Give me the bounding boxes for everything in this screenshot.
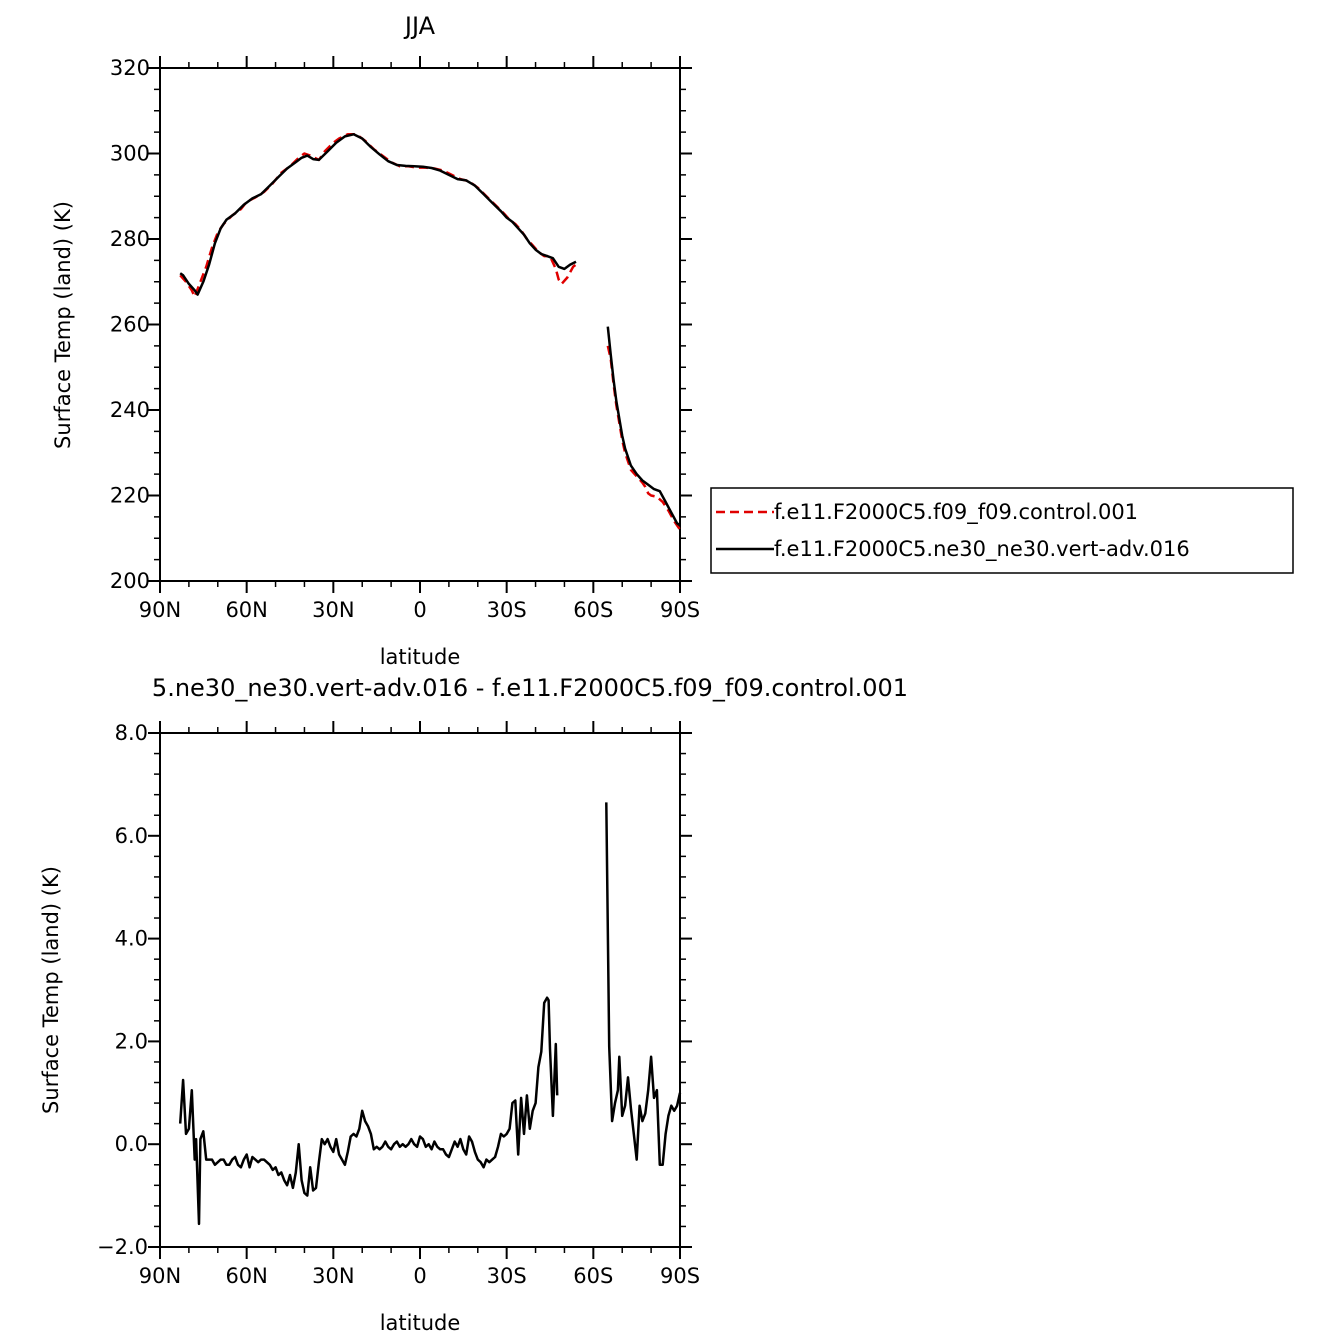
legend: f.e11.F2000C5.f09_f09.control.001 f.e11.… [710, 487, 1294, 574]
bottom-y-tick-label: 6.0 [115, 824, 148, 848]
bottom-y-tick-label: 8.0 [115, 721, 148, 745]
bottom-panel: 5.ne30_ne30.vert-adv.016 - f.e11.F2000C5… [39, 674, 908, 1335]
top-y-tick-label: 220 [110, 484, 150, 508]
top-x-tick-label: 60N [225, 598, 267, 622]
top-series [179, 133, 682, 531]
bottom-series-0-line-segment-0 [178, 996, 559, 1226]
top-x-tick-label: 90N [139, 598, 181, 622]
top-series-0-line-segment-0 [179, 133, 577, 298]
top-y-tick-label: 280 [110, 227, 150, 251]
bottom-y-tick-label: 4.0 [115, 927, 148, 951]
bottom-y-axis-label: Surface Temp (land) (K) [39, 866, 63, 1114]
bottom-x-tick-label: 60N [225, 1264, 267, 1288]
bottom-ticks: 90N 60N 30N 0 30S 60S 90S −2.0 0.0 2.0 4.0 6.0 8.0 [97, 721, 700, 1288]
top-y-axis-label: Surface Temp (land) (K) [51, 201, 75, 449]
top-y-tick-label: 320 [110, 56, 150, 80]
top-x-tick-label: 60S [573, 598, 613, 622]
top-series-1-line-segment-1 [606, 326, 681, 527]
bottom-plot-frame [159, 732, 681, 1248]
top-series-0-line-segment-1 [606, 345, 682, 531]
bottom-x-tick-label: 90N [139, 1264, 181, 1288]
legend-box [710, 487, 1294, 574]
bottom-chart-title: 5.ne30_ne30.vert-adv.016 - f.e11.F2000C5… [152, 674, 908, 702]
bottom-x-tick-label: 90S [660, 1264, 700, 1288]
top-series-1-line-segment-0 [179, 133, 577, 296]
top-x-tick-label: 30N [312, 598, 354, 622]
bottom-y-tick-label: −2.0 [97, 1235, 148, 1259]
top-ticks: 90N 60N 30N 0 30S 60S 90S 200 220 240 260 280 300 320 [110, 56, 700, 622]
top-y-tick-label: 260 [110, 313, 150, 337]
top-y-tick-label: 200 [110, 569, 150, 593]
legend-label-vert-adv: f.e11.F2000C5.ne30_ne30.vert-adv.016 [774, 537, 1190, 562]
bottom-x-axis-label: latitude [380, 1311, 461, 1335]
top-y-tick-label: 240 [110, 398, 150, 422]
top-y-tick-label: 300 [110, 142, 150, 166]
bottom-x-tick-label: 60S [573, 1264, 613, 1288]
bottom-series [178, 802, 682, 1226]
bottom-x-tick-label: 30N [312, 1264, 354, 1288]
bottom-x-tick-label: 0 [413, 1264, 426, 1288]
top-panel: JJA 90N 60N 30N 0 30S 60S 90S 200 220 240 260 280 30… [51, 12, 700, 669]
bottom-x-tick-label: 30S [487, 1264, 527, 1288]
top-x-tick-label: 90S [660, 598, 700, 622]
top-plot-frame [159, 67, 681, 582]
bottom-y-tick-label: 2.0 [115, 1029, 148, 1053]
top-x-axis-label: latitude [380, 645, 461, 669]
top-x-tick-label: 30S [487, 598, 527, 622]
legend-label-control: f.e11.F2000C5.f09_f09.control.001 [774, 500, 1138, 525]
bottom-y-tick-label: 0.0 [115, 1132, 148, 1156]
bottom-series-0-line-segment-1 [605, 802, 682, 1167]
top-chart-title: JJA [403, 12, 436, 40]
top-x-tick-label: 0 [413, 598, 426, 622]
